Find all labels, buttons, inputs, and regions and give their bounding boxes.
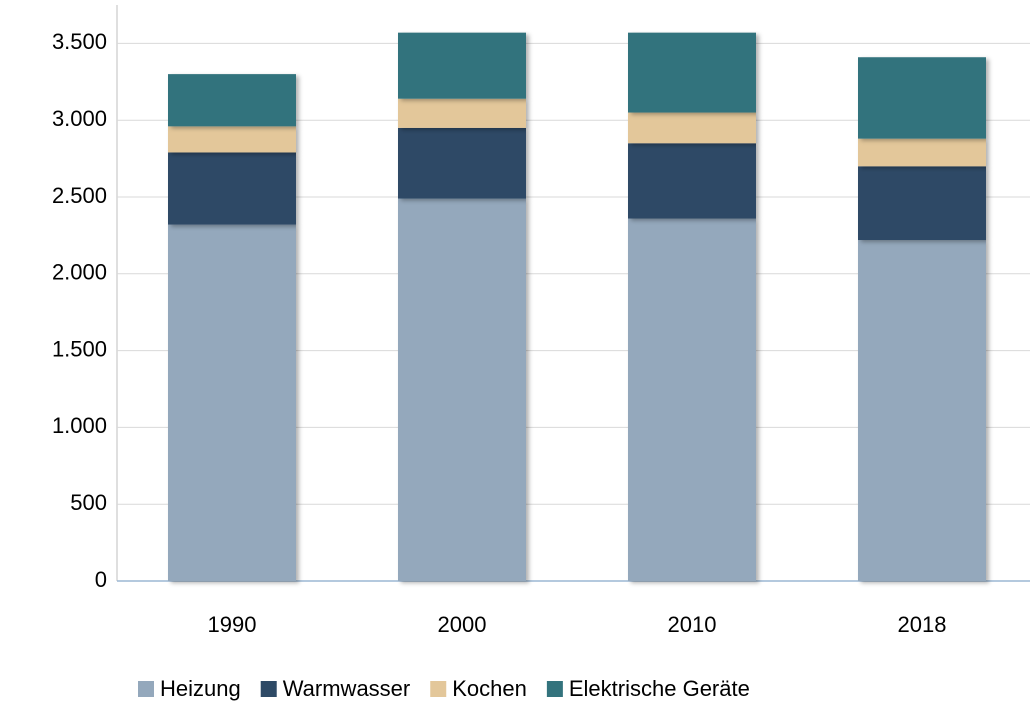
bar-segment	[628, 32, 756, 113]
bar-segment	[858, 138, 986, 167]
bar-segment	[168, 152, 296, 225]
bar-segment	[628, 112, 756, 144]
bar-segment	[168, 126, 296, 153]
legend-swatch	[138, 681, 154, 697]
y-tick-label: 500	[70, 490, 107, 515]
y-tick-label: 0	[95, 567, 107, 592]
legend-label: Warmwasser	[283, 676, 411, 701]
y-tick-label: 1.500	[52, 336, 107, 361]
legend-swatch	[260, 681, 277, 697]
bar-segment	[628, 143, 756, 219]
legend-label: Kochen	[452, 676, 527, 701]
bar-segment	[168, 224, 296, 581]
x-tick-label: 2010	[668, 612, 717, 637]
bar-segment	[628, 218, 756, 581]
bar-segment	[398, 127, 526, 199]
legend-label: Heizung	[160, 676, 241, 701]
y-tick-label: 2.000	[52, 260, 107, 285]
bar-segment	[398, 198, 526, 581]
bar-segment	[858, 166, 986, 241]
y-tick-label: 2.500	[52, 183, 107, 208]
x-tick-label: 1990	[208, 612, 257, 637]
bar-segment	[858, 240, 986, 581]
y-tick-label: 3.000	[52, 106, 107, 131]
legend-label: Elektrische Geräte	[569, 676, 750, 701]
legend-swatch	[430, 681, 447, 697]
y-tick-label: 3.500	[52, 29, 107, 54]
x-tick-label: 2000	[438, 612, 487, 637]
x-tick-label: 2018	[898, 612, 947, 637]
bar-segment	[168, 74, 296, 127]
bar-segment	[398, 98, 526, 128]
y-tick-label: 1.000	[52, 413, 107, 438]
bar-segment	[858, 57, 986, 139]
legend-swatch	[546, 681, 563, 697]
bar-segment	[398, 32, 526, 99]
